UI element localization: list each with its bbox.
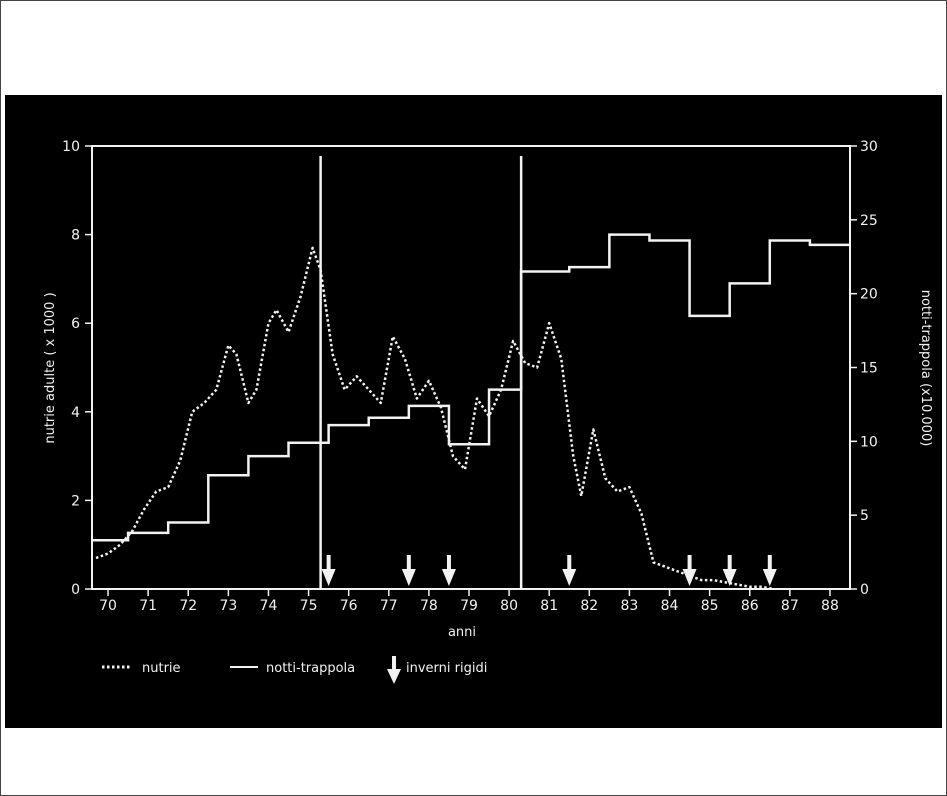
harsh-winter-arrow-shaft	[567, 555, 572, 570]
harsh-winter-arrow-shaft	[446, 555, 451, 570]
y-right-tick-label: 30	[860, 139, 878, 155]
x-tick-label: 75	[300, 598, 318, 614]
y-left-tick-label: 6	[71, 316, 80, 332]
x-tick-label: 71	[139, 598, 157, 614]
y-left-tick-label: 10	[62, 139, 80, 155]
harsh-winter-arrow-icon	[441, 569, 456, 586]
x-tick-label: 79	[460, 598, 478, 614]
harsh-winter-arrow-shaft	[727, 555, 732, 570]
x-tick-label: 88	[821, 598, 839, 614]
x-axis-title: anni	[448, 625, 476, 640]
x-tick-label: 78	[420, 598, 438, 614]
harsh-winter-arrow-shaft	[687, 555, 692, 570]
x-tick-label: 72	[179, 598, 197, 614]
x-tick-label: 87	[781, 598, 799, 614]
x-tick-label: 81	[540, 598, 558, 614]
legend: nutrie notti-trappola inverni rigidi	[102, 656, 487, 684]
harsh-winter-arrow-shaft	[767, 555, 772, 570]
plot-area: 70 71 72 73 74 75 76 77 78 79 80 81 82 83 84 85 86 87 8802…	[62, 139, 878, 614]
series-notti-trappola-line	[92, 233, 850, 542]
harsh-winter-arrow-shaft	[406, 555, 411, 570]
y-right-tick-label: 10	[860, 434, 878, 450]
y-left-axis-title: nutrie adulte ( x 1000 )	[43, 292, 58, 443]
y-right-tick-label: 25	[860, 213, 878, 229]
x-tick-label: 76	[340, 598, 358, 614]
y-right-tick-label: 0	[860, 582, 869, 598]
harsh-winter-arrow-icon	[682, 569, 697, 586]
legend-notti-trappola-label: notti-trappola	[266, 661, 355, 676]
y-right-tick-label: 15	[860, 361, 878, 377]
legend-arrow-icon	[387, 656, 401, 684]
harsh-winter-arrow-shaft	[326, 555, 331, 570]
legend-nutrie-label: nutrie	[142, 661, 181, 676]
x-tick-label: 70	[99, 598, 117, 614]
y-left-tick-label: 4	[71, 405, 80, 421]
x-tick-label: 82	[580, 598, 598, 614]
x-tick-label: 77	[380, 598, 398, 614]
y-left-tick-label: 8	[71, 228, 80, 244]
x-tick-label: 74	[260, 598, 278, 614]
harsh-winter-arrow-icon	[722, 569, 737, 586]
y-left-tick-label: 0	[71, 582, 80, 598]
y-right-tick-label: 5	[860, 508, 869, 524]
y-right-axis-title: notti-trappola (x10.000)	[918, 290, 933, 447]
harsh-winter-arrow-icon	[762, 569, 777, 586]
x-tick-label: 84	[661, 598, 679, 614]
legend-inverni-rigidi-label: inverni rigidi	[406, 661, 487, 676]
y-right-tick-label: 20	[860, 287, 878, 303]
x-tick-label: 86	[741, 598, 759, 614]
x-tick-label: 85	[701, 598, 719, 614]
x-tick-label: 73	[219, 598, 237, 614]
series-nutrie-line	[95, 246, 775, 591]
harsh-winter-arrow-icon	[562, 569, 577, 586]
y-left-tick-label: 2	[71, 493, 80, 509]
harsh-winter-arrow-icon	[401, 569, 416, 586]
harsh-winter-arrow-icon	[321, 569, 336, 586]
chart-panel	[5, 95, 942, 728]
x-tick-label: 83	[621, 598, 639, 614]
x-tick-label: 80	[500, 598, 518, 614]
